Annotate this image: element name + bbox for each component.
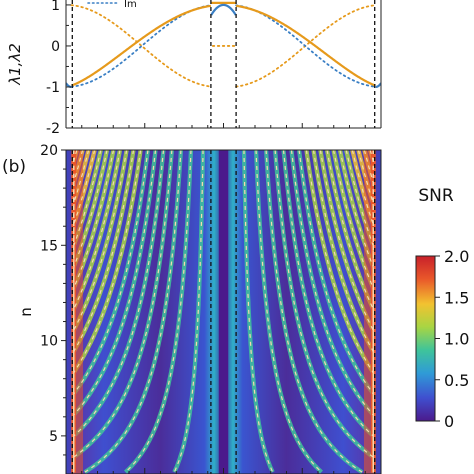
- heatmap-dashed-curve: [73, 150, 157, 473]
- panel-b-label: (b): [2, 157, 26, 177]
- colorbar-title: SNR: [418, 186, 454, 206]
- heatmap-dashed-curve: [265, 150, 363, 473]
- heatmap-vlines: [71, 150, 376, 474]
- top-y-tick-label: 1: [51, 0, 60, 14]
- heatmap-dashed-curve: [125, 150, 192, 473]
- top-y-tick-label: -2: [46, 121, 60, 137]
- heatmap-dashed-curves: [73, 150, 374, 473]
- heatmap-dashed-curve: [255, 150, 322, 473]
- heatmap-dashed-curve: [84, 150, 182, 473]
- heatmap-dashed-curve: [73, 150, 102, 473]
- colorbar-tick-label: 2.0: [444, 247, 469, 266]
- heatmap-y-label: n: [17, 307, 35, 317]
- legend-im-label: Im: [124, 0, 137, 10]
- top-y-tick-label: 0: [51, 39, 60, 55]
- heatmap-center-band: [218, 150, 229, 474]
- heatmap-dashed-curve: [73, 150, 173, 473]
- top-ticks: -2 -1 0 1: [46, 0, 366, 137]
- heatmap-dashed-curve: [243, 150, 274, 473]
- colorbar-tick-label: 1.0: [444, 330, 469, 349]
- heatmap-ticks: 5 10 15 20: [40, 143, 366, 474]
- heatmap-dashed-curve: [290, 150, 374, 473]
- top-vlines: [71, 0, 376, 128]
- colorbar: SNR 0 0.5 1.0 1.5 2.0: [415, 186, 469, 431]
- heatmap-panel: (b) 5 10 15 20 n: [2, 143, 382, 474]
- heatmap-frame: [65, 149, 382, 474]
- heatmap-dashed-curve: [345, 150, 374, 473]
- heatmap-dashed-curve: [73, 150, 165, 473]
- heatmap-dashed-curve: [173, 150, 204, 473]
- colorbar-gradient: [415, 255, 436, 422]
- eigenvalue-panel: -2 -1 0 1 Im λ1,λ2: [6, 0, 382, 137]
- colorbar-tick-label: 0: [444, 412, 454, 431]
- orange-solid-line: [71, 1, 376, 87]
- top-y-tick-label: -1: [46, 80, 60, 96]
- colorbar-ticks: 0 0.5 1.0 1.5 2.0: [435, 247, 469, 431]
- heatmap-y-tick-label: 15: [40, 238, 58, 254]
- orange-dotted-line: [70, 4, 377, 88]
- heatmap-y-tick-label: 10: [40, 334, 58, 350]
- colorbar-tick-label: 1.5: [444, 288, 469, 307]
- colorbar-tick-label: 0.5: [444, 371, 469, 390]
- heatmap-y-tick-label: 5: [49, 429, 58, 445]
- heatmap-dashed-curve: [274, 150, 374, 473]
- heatmap-dashed-curve: [282, 150, 374, 473]
- heatmap-y-tick-label: 20: [40, 143, 58, 159]
- top-y-label: λ1,λ2: [6, 43, 24, 86]
